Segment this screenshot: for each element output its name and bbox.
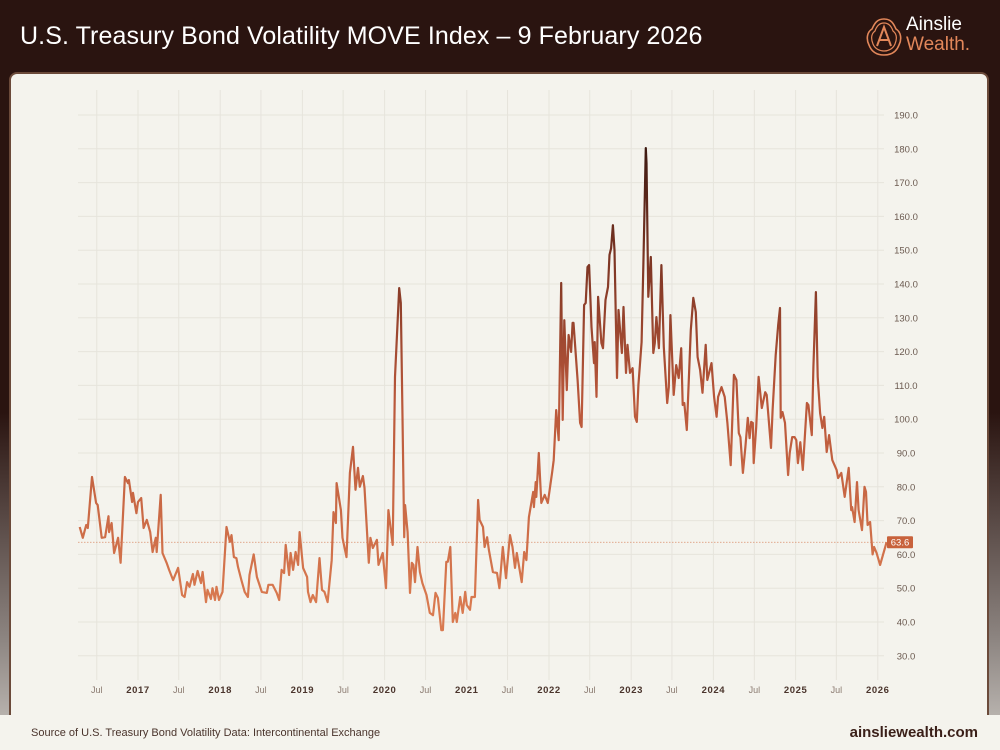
x-tick-label: 2025 — [784, 685, 808, 696]
y-tick-label: 100.0 — [894, 415, 918, 426]
y-tick-label: 80.0 — [897, 482, 916, 493]
x-tick-label: 2023 — [619, 685, 643, 696]
x-tick-label: 2019 — [291, 685, 315, 696]
x-tick-label: Jul — [502, 685, 514, 695]
move-index-chart: 30.0 40.0 50.0 60.0 70.0 80.0 90.0 100.0 110.0 12… — [78, 90, 918, 696]
grid — [78, 90, 884, 680]
y-tick-label: 160.0 — [894, 212, 918, 223]
last-value-badge — [887, 536, 913, 549]
x-tick-label: 2024 — [702, 685, 726, 696]
x-tick-label: 2018 — [208, 685, 232, 696]
y-axis: 30.0 40.0 50.0 60.0 70.0 80.0 90.0 100.0 110.0 12… — [894, 111, 918, 663]
y-tick-label: 30.0 — [897, 651, 916, 662]
x-tick-label: Jul — [173, 685, 185, 695]
x-tick-label: 2022 — [537, 685, 561, 696]
logo-a-icon — [866, 18, 902, 56]
y-tick-label: 190.0 — [894, 111, 918, 122]
y-tick-label: 130.0 — [894, 313, 918, 324]
y-tick-label: 140.0 — [894, 280, 918, 291]
y-tick-label: 150.0 — [894, 246, 918, 257]
x-tick-label: Jul — [749, 685, 761, 695]
x-tick-label: 2026 — [866, 685, 890, 696]
x-tick-label: Jul — [255, 685, 267, 695]
footer: Source of U.S. Treasury Bond Volatility … — [0, 715, 1000, 750]
y-tick-label: 70.0 — [897, 516, 916, 527]
x-tick-label: 2017 — [126, 685, 150, 696]
logo-text-ainslie: Ainslie — [906, 14, 962, 35]
y-tick-label: 120.0 — [894, 347, 918, 358]
x-axis: Jul 2017 Jul 2018 Jul 2019 Jul 2020 Jul 2021 Jul 20… — [91, 685, 890, 696]
website-link[interactable]: ainsliewealth.com — [849, 724, 978, 741]
y-tick-label: 60.0 — [897, 550, 916, 561]
y-tick-label: 180.0 — [894, 144, 918, 155]
series-line — [78, 147, 888, 632]
y-tick-label: 110.0 — [894, 381, 917, 392]
y-tick-label: 90.0 — [897, 449, 916, 460]
y-tick-label: 170.0 — [894, 178, 918, 189]
last-value-label: 63.6 — [891, 538, 910, 549]
x-tick-label: Jul — [420, 685, 432, 695]
x-tick-label: 2021 — [455, 685, 479, 696]
source-note: Source of U.S. Treasury Bond Volatility … — [31, 727, 381, 739]
x-tick-label: Jul — [584, 685, 596, 695]
logo-text-wealth: Wealth. — [906, 34, 971, 55]
x-tick-label: Jul — [337, 685, 349, 695]
x-tick-label: Jul — [831, 685, 843, 695]
ainslie-wealth-logo: Ainslie Wealth. — [866, 14, 996, 60]
page-title: U.S. Treasury Bond Volatility MOVE Index… — [20, 22, 703, 50]
x-tick-label: Jul — [91, 685, 103, 695]
chart-card — [9, 72, 989, 717]
x-tick-label: 2020 — [373, 685, 397, 696]
y-tick-label: 50.0 — [897, 584, 916, 595]
y-tick-label: 40.0 — [897, 618, 916, 629]
header: U.S. Treasury Bond Volatility MOVE Index… — [0, 0, 1000, 72]
x-tick-label: Jul — [666, 685, 678, 695]
